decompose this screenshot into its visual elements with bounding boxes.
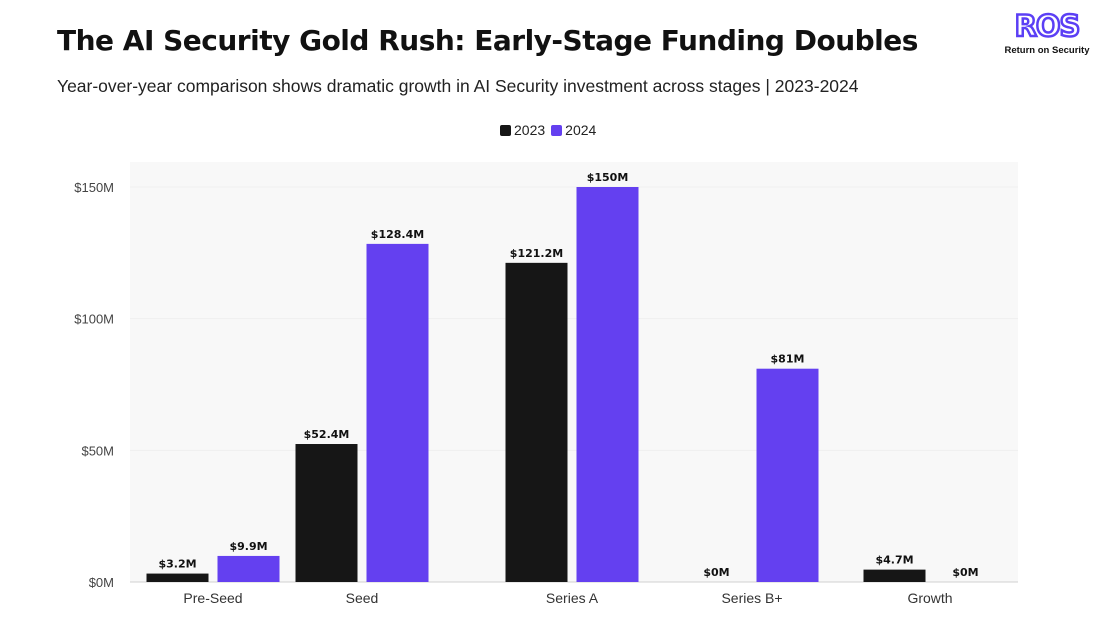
bar-2024-series-a bbox=[576, 187, 639, 582]
data-label: $81M bbox=[771, 353, 805, 366]
x-tick-label: Pre-Seed bbox=[183, 590, 242, 606]
bars: $3.2M $9.9M $52.4M $128.4M $121.2M $150M $0M $8… bbox=[146, 171, 979, 582]
x-tick-label: Growth bbox=[907, 590, 952, 606]
x-tick-label: Series B+ bbox=[721, 590, 782, 606]
data-label: $4.7M bbox=[875, 554, 913, 567]
logo-tagline: Return on Security bbox=[1004, 45, 1090, 56]
legend-label-2024: 2024 bbox=[565, 122, 597, 138]
data-label: $150M bbox=[587, 171, 629, 184]
bar-2023-pre-seed bbox=[146, 573, 209, 582]
bar-2024-seed bbox=[366, 243, 429, 582]
y-tick-label: $50M bbox=[81, 443, 114, 458]
data-label: $0M bbox=[952, 566, 978, 579]
logo-mark: ROS bbox=[1013, 9, 1081, 44]
legend-item-2023: 2023 bbox=[500, 122, 545, 138]
data-label: $0M bbox=[703, 566, 729, 579]
data-label: $128.4M bbox=[371, 228, 424, 241]
bar-2023-growth bbox=[863, 569, 926, 582]
chart-subtitle: Year-over-year comparison shows dramatic… bbox=[57, 76, 859, 96]
legend-swatch-2024 bbox=[551, 124, 563, 136]
y-tick-label: $100M bbox=[74, 312, 114, 327]
legend-swatch-2023 bbox=[500, 124, 511, 136]
y-tick-label: $0M bbox=[89, 575, 114, 590]
bar-2024-series-b- bbox=[756, 368, 819, 582]
bar-2023-series-a bbox=[505, 262, 568, 582]
y-tick-label: $150M bbox=[74, 180, 114, 195]
data-label: $9.9M bbox=[229, 540, 267, 553]
ros-logo: ROS Return on Security bbox=[1003, 9, 1091, 60]
chart-title: The AI Security Gold Rush: Early-Stage F… bbox=[57, 24, 918, 57]
x-tick-label: Seed bbox=[346, 590, 379, 606]
chart-legend: 2023 2024 bbox=[500, 121, 602, 139]
x-axis: Pre-Seed Seed Series A Series B+ Growth bbox=[183, 590, 952, 606]
plot-background bbox=[130, 162, 1018, 582]
legend-item-2024: 2024 bbox=[551, 122, 596, 138]
bar-2024-pre-seed bbox=[217, 555, 280, 582]
legend-label-2023: 2023 bbox=[514, 122, 546, 138]
data-label: $3.2M bbox=[158, 558, 196, 571]
data-label: $121.2M bbox=[510, 247, 563, 260]
bar-2023-seed bbox=[295, 444, 358, 582]
data-label: $52.4M bbox=[304, 428, 350, 441]
x-tick-label: Series A bbox=[546, 590, 599, 606]
